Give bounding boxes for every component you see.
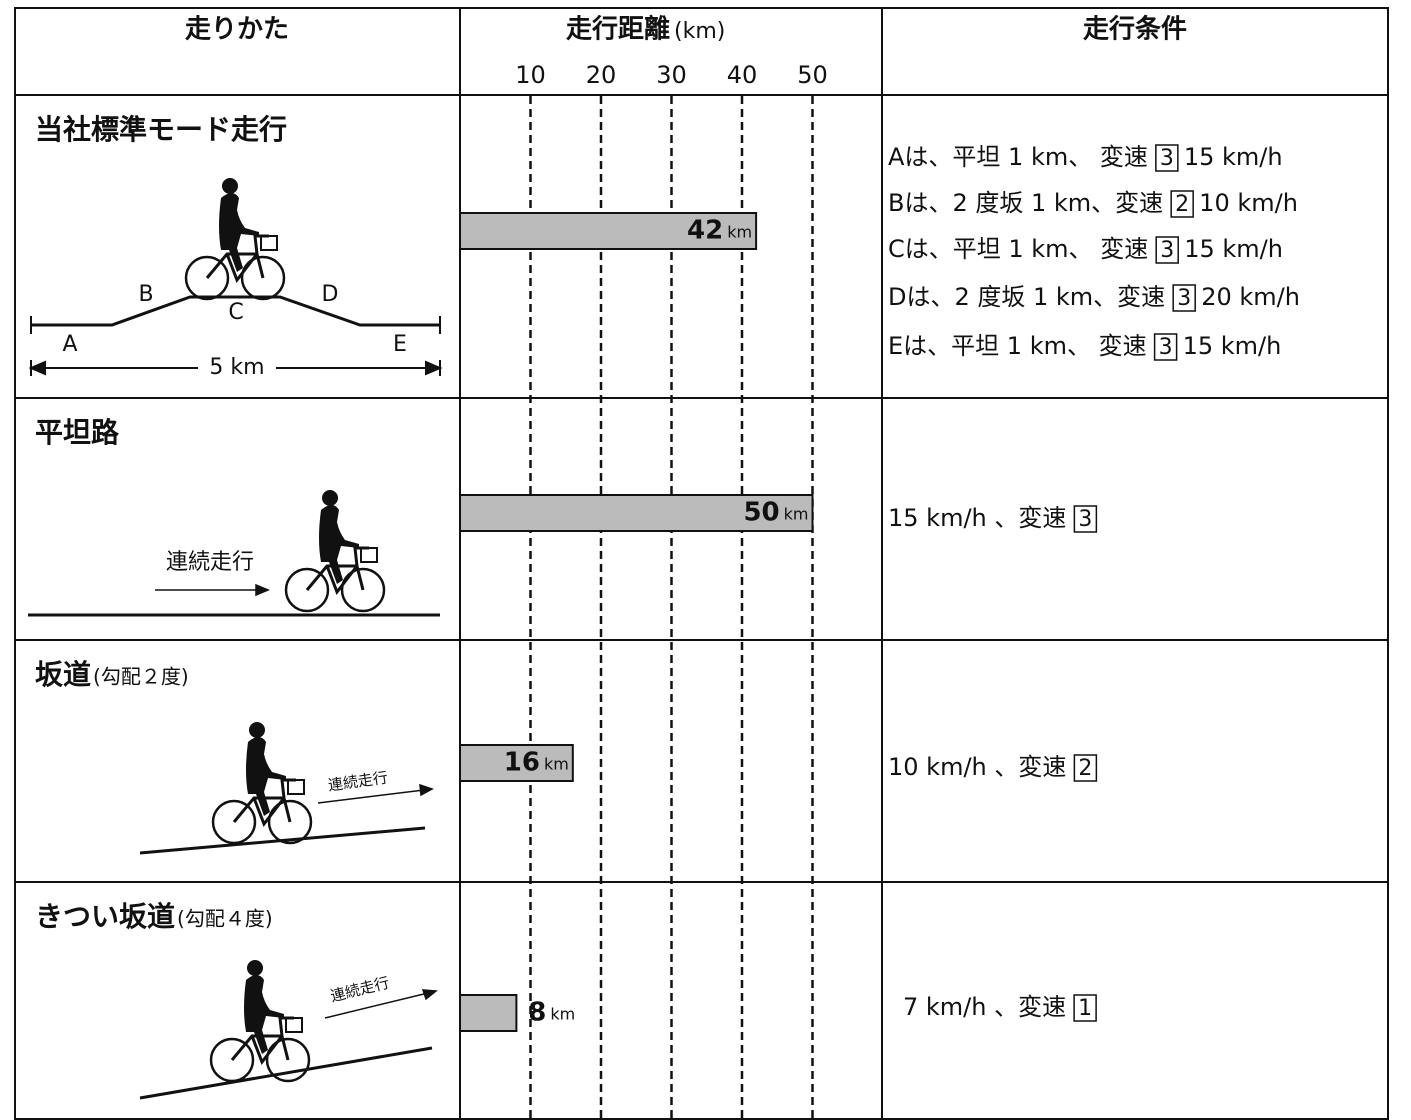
speed: 10 km/h [1199,189,1298,217]
rider [219,193,259,272]
wheel [340,567,386,613]
header-unit: (km) [674,19,725,44]
bar-unit: km [727,223,752,242]
bar-value: 16 [504,748,540,778]
distance-label: 5 km [209,355,264,380]
course-label: B [138,282,153,307]
rider [246,737,286,816]
condition: 7 km/h 、変速 [903,993,1066,1021]
bar-value: 8 [528,998,546,1028]
gear-box [1155,236,1179,264]
gear: 3 [1078,507,1092,532]
rider [244,975,284,1054]
gear-box [1170,190,1194,218]
condition: Cは、平坦 1 km、 変速 [888,235,1148,263]
bicycle [184,178,286,301]
wheel [284,567,330,613]
speed: 20 km/h [1201,283,1300,311]
gear: 3 [1177,286,1191,311]
basket [360,547,378,563]
bar-unit: km [544,755,569,774]
bar-value: 50 [743,498,779,528]
head [322,490,338,506]
basket [260,235,278,251]
bicycle [284,490,386,613]
speed: 15 km/h [1184,235,1283,263]
rider [319,505,359,584]
gear-box [1153,333,1178,361]
row-note: (勾配２度) [93,665,189,689]
wheel [184,255,230,301]
condition: 15 km/h 、変速 [888,504,1066,532]
speed: 15 km/h [1184,143,1283,171]
head [247,960,263,976]
speed: 15 km/h [1183,332,1282,360]
tick-label: 40 [727,61,758,89]
head [249,722,265,738]
gear-box [1073,994,1097,1022]
gear-box [1155,144,1179,172]
wheel [211,799,257,845]
wheel [209,1037,255,1083]
basket [287,779,305,795]
arrow [317,783,434,804]
gear-box [1172,284,1196,312]
tick-label: 30 [656,61,687,89]
header: 走行条件 [1083,14,1187,45]
gear: 2 [1175,192,1189,217]
condition: Aは、平坦 1 km、 変速 [888,143,1148,171]
row-note: (勾配４度) [177,907,273,931]
ride-label: 連続走行 [166,550,254,575]
bar-value: 42 [687,216,723,246]
course-label: E [393,332,407,357]
wheel [267,799,313,845]
bar [459,744,574,782]
bar-unit: km [784,505,809,524]
header: 走りかた [185,15,289,45]
basket [285,1017,303,1033]
gear: 2 [1078,756,1092,781]
gear: 3 [1160,146,1174,171]
ride-label: 連続走行 [329,974,392,1006]
course-label: C [228,300,243,325]
bar [459,994,518,1032]
bicycle [211,722,313,845]
gear: 3 [1159,335,1173,360]
bicycle [209,960,311,1083]
gear: 3 [1160,238,1174,263]
condition: Dは、2 度坂 1 km、変速 [888,283,1165,311]
wheel [240,255,286,301]
course [30,295,440,327]
course-label: D [322,282,339,307]
condition: Bは、2 度坂 1 km、変速 [888,189,1163,217]
tick-label: 50 [797,61,828,89]
tick-label: 20 [586,61,617,89]
gear: 1 [1078,996,1092,1021]
condition: 10 km/h 、変速 [888,753,1066,781]
label-bg [198,354,276,382]
course-label: A [62,332,77,357]
row-title: 当社標準モード走行 [35,113,287,146]
bar [459,494,814,532]
row-title: きつい坂道 [35,900,175,933]
head [222,178,238,194]
slope [139,1046,433,1100]
row-title: 坂道 [35,658,91,691]
bar [459,212,758,250]
ride-label: 連続走行 [327,768,389,794]
gear-box [1073,505,1098,533]
arrow [155,583,270,597]
header: 走行距離 [566,14,670,45]
wheel [265,1037,311,1083]
arrow [324,989,438,1019]
table-border [14,7,1389,1120]
row-title: 平坦路 [35,416,120,449]
gear-box [1073,754,1098,782]
condition: Eは、平坦 1 km、 変速 [888,332,1147,360]
tick-label: 10 [515,61,546,89]
bar-unit: km [550,1005,575,1024]
